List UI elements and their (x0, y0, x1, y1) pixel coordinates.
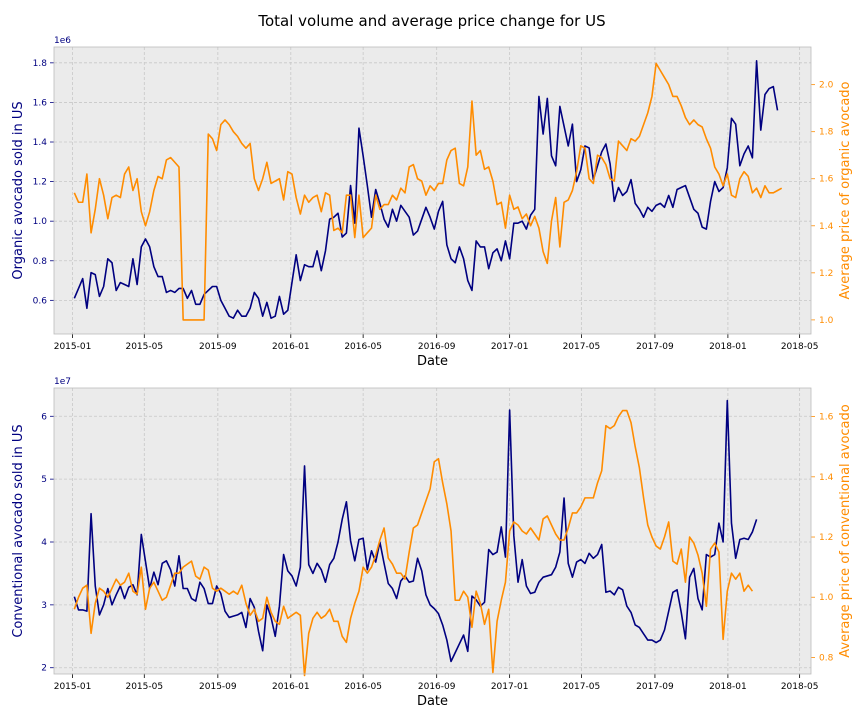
conventional-x-tick-label: 2018-05 (781, 682, 819, 692)
conventional-x-tick-label: 2017-05 (563, 682, 601, 692)
conventional-x-tick-label: 2016-09 (418, 682, 456, 692)
conventional-y2-tick-label: 1.4 (819, 473, 834, 483)
organic-y2-tick-label: 2.0 (819, 81, 834, 91)
organic-x-tick-label: 2015-09 (199, 342, 237, 352)
organic-y2-tick-label: 1.4 (819, 222, 834, 232)
organic-y-tick-label: 1.2 (33, 178, 47, 188)
organic-y2-axis-label: Average price of organic avocado (838, 81, 853, 299)
organic-price-line (73, 62, 783, 321)
organic-x-tick-label: 2016-05 (344, 342, 382, 352)
organic-y-tick-label: 1.8 (33, 59, 48, 69)
conventional-y2-tick-label: 0.8 (819, 653, 834, 663)
organic-y-axis-label: Organic avocado sold in US (11, 101, 26, 279)
organic-y-offset-label: 1e6 (54, 36, 71, 46)
organic-x-tick-label: 2018-01 (709, 342, 747, 352)
organic-axes-frame (53, 46, 812, 335)
conventional-y-tick-label: 4 (41, 538, 47, 548)
organic-x-tick-label: 2017-09 (636, 342, 674, 352)
conventional-x-tick-label: 2016-01 (272, 682, 310, 692)
conventional-x-axis-label: Date (417, 694, 448, 709)
conventional-y2-axis-label: Average price of conventional avocado (838, 404, 853, 658)
chart-title: Total volume and average price change fo… (257, 12, 605, 30)
organic-x-tick-label: 2018-05 (781, 342, 819, 352)
conventional-x-tick-label: 2015-09 (199, 682, 237, 692)
conventional-x-tick-label: 2017-01 (491, 682, 529, 692)
organic-x-axis-label: Date (417, 354, 448, 369)
organic-panel: 2015-01 2015-05 2015-09 2016-01 2016-05 2016-… (11, 36, 853, 369)
conventional-volume-line (73, 399, 758, 663)
organic-y-tick-label: 0.6 (33, 296, 48, 306)
organic-y-tick-label: 1.0 (33, 217, 48, 227)
organic-y-tick-label: 0.8 (33, 257, 48, 267)
conventional-y-tick-label: 2 (41, 664, 47, 674)
organic-x-tick-label: 2015-05 (125, 342, 163, 352)
conventional-x-tick-label: 2016-05 (344, 682, 382, 692)
organic-x-tick-label: 2017-01 (491, 342, 529, 352)
organic-y2-tick-label: 1.2 (819, 269, 833, 279)
conventional-y2-tick-label: 1.0 (819, 593, 834, 603)
organic-x-tick-label: 2017-05 (563, 342, 601, 352)
conventional-panel: 2015-01 2015-05 2015-09 2016-01 2016-05 2016-… (11, 377, 853, 709)
organic-x-tick-label: 2016-01 (272, 342, 310, 352)
conventional-y-axis-label: Conventional avocado sold in US (11, 424, 26, 637)
organic-x-tick-label: 2015-01 (54, 342, 92, 352)
organic-y2-tick-label: 1.8 (819, 128, 834, 138)
conventional-y2-tick-label: 1.6 (819, 413, 834, 423)
organic-y2-tick-label: 1.6 (819, 175, 834, 185)
conventional-x-tick-label: 2015-01 (54, 682, 92, 692)
organic-x-tick-label: 2016-09 (418, 342, 456, 352)
conventional-x-tick-label: 2015-05 (125, 682, 163, 692)
conventional-price-line (73, 409, 754, 677)
organic-volume-line (73, 60, 779, 319)
conventional-y-tick-label: 6 (41, 412, 47, 422)
organic-plot-area (54, 47, 811, 334)
conventional-y-tick-label: 3 (41, 601, 47, 611)
conventional-y-offset-label: 1e7 (54, 377, 71, 387)
conventional-y-tick-label: 5 (41, 475, 47, 485)
conventional-x-tick-label: 2017-09 (636, 682, 674, 692)
organic-y-tick-label: 1.4 (33, 138, 48, 148)
conventional-y2-tick-label: 1.2 (819, 533, 833, 543)
organic-y2-tick-label: 1.0 (819, 316, 834, 326)
organic-y-tick-label: 1.6 (33, 98, 48, 108)
conventional-x-tick-label: 2018-01 (709, 682, 747, 692)
conventional-axes-frame (53, 387, 812, 675)
conventional-plot-area (54, 388, 811, 674)
